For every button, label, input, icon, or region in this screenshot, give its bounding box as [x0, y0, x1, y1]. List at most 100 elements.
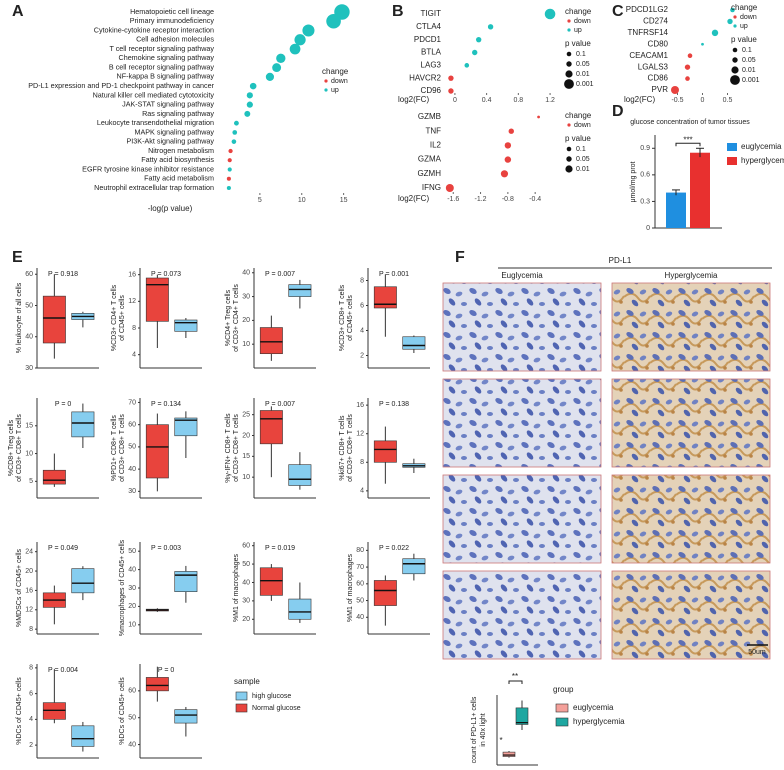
category-label: LAG3	[421, 60, 442, 69]
y-tick-label: 30	[25, 365, 33, 372]
y-tick-label: 20	[242, 317, 250, 324]
y-tick-label: 10	[242, 474, 250, 481]
y-tick-label: 16	[128, 272, 136, 279]
y-tick-label: 70	[128, 399, 136, 406]
y-tick-label: 8	[29, 626, 33, 633]
p-value-label: P = 0.007	[265, 271, 295, 278]
y-tick-label: 50	[25, 302, 33, 309]
bubble	[226, 176, 231, 181]
legend-label: down	[331, 78, 348, 85]
bubble	[302, 24, 315, 37]
size-legend-label: 0.05	[576, 156, 590, 163]
box-body	[174, 571, 198, 592]
micrograph	[611, 282, 771, 372]
category-label: JAK-STAT signaling pathway	[122, 100, 214, 109]
legend-swatch	[567, 123, 571, 127]
y-axis-label: of CD3+ CD4+ T cells	[233, 284, 240, 352]
legend-title: change	[565, 7, 592, 16]
y-tick-label: 8	[360, 277, 364, 284]
box-body	[288, 464, 312, 486]
y-tick-label: 30	[242, 293, 250, 300]
box-body	[402, 558, 426, 575]
y-tick-label: 25	[242, 412, 250, 419]
micrograph	[442, 378, 602, 468]
y-tick-label: 0.6	[640, 172, 650, 179]
legend-swatch	[727, 143, 737, 151]
size-legend-label: 0.1	[576, 146, 586, 153]
bubble	[711, 29, 719, 37]
category-label: CD86	[648, 74, 669, 83]
y-tick-label: 20	[242, 432, 250, 439]
category-label: LGALS3	[638, 62, 669, 71]
y-tick-label: 4	[29, 716, 33, 723]
y-tick-label: 60	[356, 581, 364, 588]
legend-label: down	[574, 18, 591, 25]
y-tick-label: 16	[25, 587, 33, 594]
x-tick-label: 0	[701, 97, 705, 104]
p-value-label: P = 0.918	[48, 271, 78, 278]
legend-label: up	[574, 27, 582, 34]
category-label: Cell adhesion molecules	[136, 35, 214, 44]
y-tick-label: 4	[360, 327, 364, 334]
bubble	[445, 184, 454, 192]
bubble	[226, 185, 231, 191]
legend-label: hyperglycemia	[741, 156, 784, 165]
legend-swatch	[733, 15, 737, 19]
box-body	[71, 568, 95, 594]
y-tick-label: 16	[356, 402, 364, 409]
size-legend-label: 0.01	[576, 71, 590, 78]
box-body	[42, 295, 66, 344]
x-tick-label: 0.4	[482, 97, 492, 104]
y-axis-label: %MDSCs of CD45+ cells	[16, 549, 23, 627]
p-value-label: P = 0.004	[48, 667, 78, 674]
x-tick-label: -1.2	[475, 196, 487, 203]
y-tick-label: 2	[360, 352, 364, 359]
significance-bracket	[508, 680, 523, 684]
y-tick-label: 6	[29, 690, 33, 697]
category-label: Natural killer cell mediated cytotoxicit…	[93, 90, 215, 99]
x-axis-label: log2(FC)	[624, 95, 655, 104]
legend-swatch	[324, 88, 328, 92]
size-legend-dot	[566, 146, 572, 152]
p-value-label: P = 0.138	[379, 401, 409, 408]
bubble	[685, 76, 690, 81]
column-header: Hyperglycemia	[665, 271, 718, 280]
p-value-label: P = 0	[158, 667, 175, 674]
box-body	[288, 284, 312, 297]
x-tick-label: 5	[258, 197, 262, 204]
legend-swatch	[235, 691, 248, 701]
bubble	[249, 82, 257, 90]
category-label: EGFR tyrosine kinase inhibitor resistanc…	[82, 164, 214, 173]
panel-letter: F	[455, 249, 465, 266]
category-label: TNFRSF14	[628, 28, 669, 37]
panel-letter: C	[612, 3, 624, 20]
bubble	[727, 18, 733, 25]
bubble	[504, 142, 512, 149]
legend-label: euglycemia	[573, 703, 614, 712]
size-legend-label: 0.1	[742, 47, 752, 54]
bubble	[537, 115, 540, 119]
legend-swatch	[324, 79, 328, 83]
bubble	[246, 92, 253, 99]
legend-label: hyperglycemia	[573, 717, 625, 726]
legend-swatch	[555, 703, 569, 713]
y-axis-label: of CD45+ cells	[347, 295, 354, 341]
y-tick-label: 2	[29, 742, 33, 749]
chart-title: glucose concentration of tumor tissues	[630, 119, 750, 126]
p-value-label: P = 0.134	[151, 401, 181, 408]
x-tick-label: 15	[340, 197, 348, 204]
box-body	[373, 580, 397, 606]
y-tick-label: 10	[128, 622, 136, 629]
p-value-label: P = 0.073	[151, 271, 181, 278]
bubble	[448, 88, 454, 94]
y-tick-label: 8	[360, 459, 364, 466]
legend-title: change	[565, 111, 592, 120]
y-tick-label: 8	[29, 665, 33, 672]
legend-swatch	[567, 28, 571, 32]
box-body	[71, 725, 95, 747]
size-legend-dot	[732, 57, 738, 63]
x-tick-label: -0.8	[502, 196, 514, 203]
box-body	[502, 751, 516, 757]
x-tick-label: 0	[453, 97, 457, 104]
legend-title: p value	[565, 134, 591, 143]
